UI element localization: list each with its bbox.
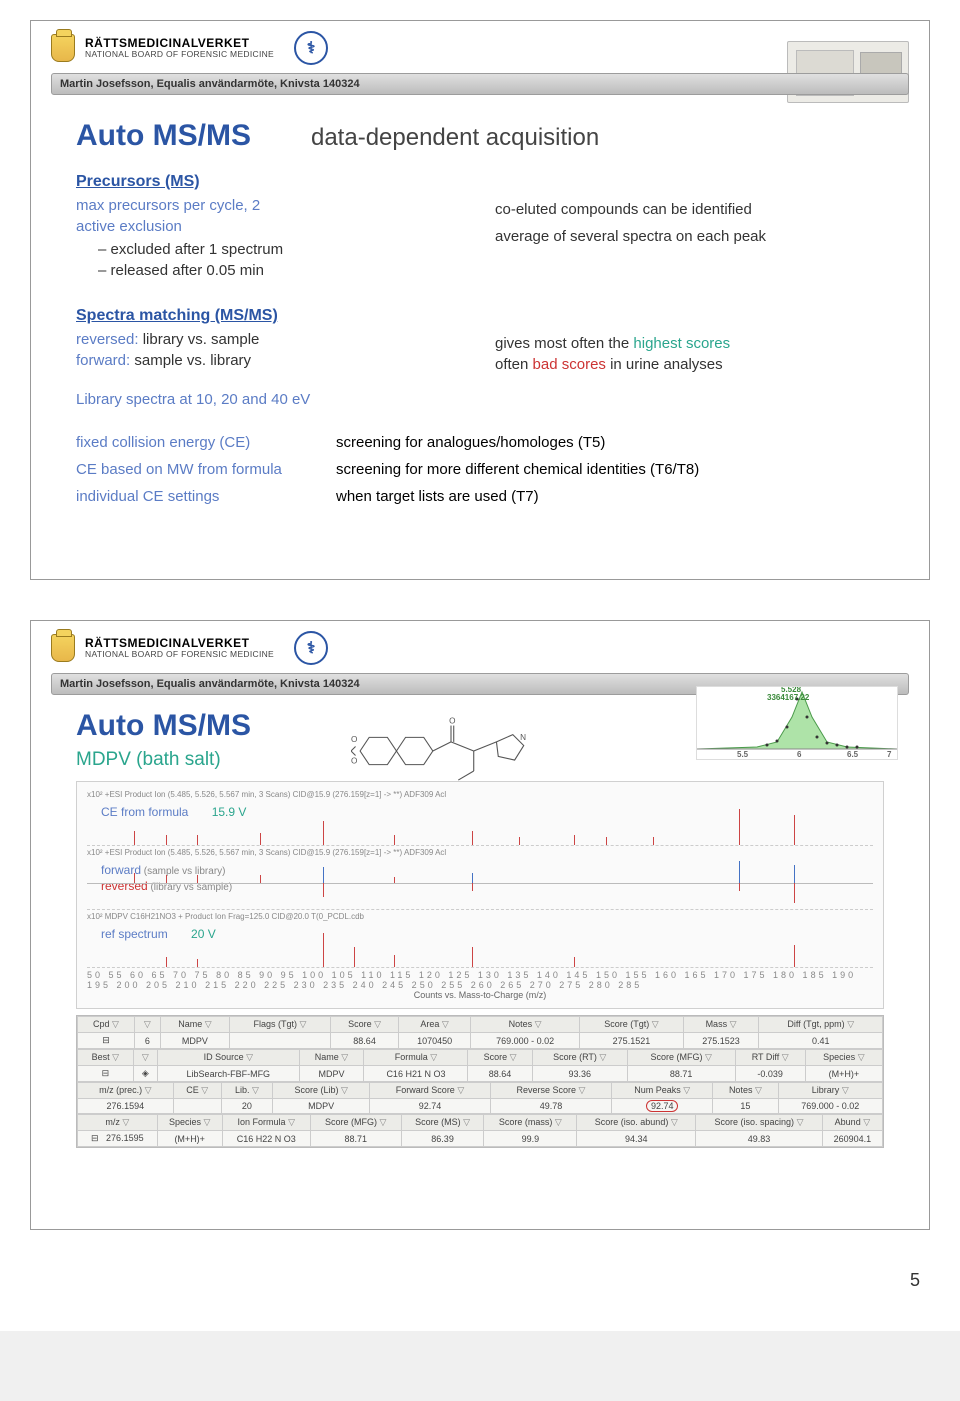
table-header-row: m/z (prec.)CELib.Score (Lib)Forward Scor… <box>78 1083 883 1099</box>
ce-r2: screening for more different chemical id… <box>336 461 884 478</box>
slide-header: RÄTTSMEDICINALVERKET NATIONAL BOARD OF F… <box>51 31 909 69</box>
spectra-block: x10² +ESI Product Ion (5.485, 5.526, 5.5… <box>76 781 884 1009</box>
spectra-r2b: bad scores <box>533 356 606 373</box>
spectra-r2a: often <box>495 356 533 373</box>
crest-icon <box>51 634 75 662</box>
spec-panel-ref: ref spectrum 20 V <box>87 921 873 968</box>
inset-chromatogram: 5.5 6 6.5 7 5.528 3364167.22 <box>696 686 898 760</box>
precursors-l1: max precursors per cycle, 2 <box>76 195 465 216</box>
ce-r3: when target lists are used (T7) <box>336 488 884 505</box>
table-row: 276.159420MDPV92.7449.7892.7415769.000 -… <box>78 1099 883 1114</box>
inset-label2: 3364167.22 <box>767 693 809 702</box>
xaxis-ticks: 50 55 60 65 70 75 80 85 90 95 100 105 11… <box>87 970 873 990</box>
seal-icon: ⚕ <box>294 631 328 665</box>
slide1-title: Auto MS/MS <box>76 119 251 153</box>
spectra-l1a: reversed: <box>76 331 143 348</box>
spectra-heading: Spectra matching (MS/MS) <box>76 307 465 325</box>
svg-text:7: 7 <box>887 750 892 759</box>
precursors-heading: Precursors (MS) <box>76 173 465 191</box>
attribution-bar: Martin Josefsson, Equalis användarmöte, … <box>51 73 909 95</box>
precursors-l2: active exclusion <box>76 216 465 237</box>
spectra-r1b: highest scores <box>633 335 730 352</box>
svg-text:5.5: 5.5 <box>737 750 749 759</box>
panel2-fwd-b: (sample vs library) <box>141 866 225 877</box>
org-name-sv-2: RÄTTSMEDICINALVERKET <box>85 637 274 650</box>
org-name-en: NATIONAL BOARD OF FORENSIC MEDICINE <box>85 50 274 59</box>
seal-icon: ⚕ <box>294 31 328 65</box>
svg-text:N: N <box>520 733 526 742</box>
attribution-bar-2: Martin Josefsson, Equalis användarmöte, … <box>51 673 909 695</box>
table-header-row: m/zSpeciesIon FormulaScore (MFG)Score (M… <box>78 1115 883 1131</box>
svg-text:6.5: 6.5 <box>847 750 859 759</box>
ce-l1: fixed collision energy (CE) <box>76 434 336 451</box>
svg-text:O: O <box>351 735 357 744</box>
result-tables: CpdNameFlags (Tgt)ScoreAreaNotesScore (T… <box>76 1015 884 1148</box>
panel1-volt: 15.9 V <box>212 805 247 819</box>
org-name-sv: RÄTTSMEDICINALVERKET <box>85 37 274 50</box>
attribution-text: Martin Josefsson, Equalis användarmöte, … <box>60 678 360 690</box>
org-text: RÄTTSMEDICINALVERKET NATIONAL BOARD OF F… <box>85 637 274 659</box>
slide-2: RÄTTSMEDICINALVERKET NATIONAL BOARD OF F… <box>30 620 930 1230</box>
spectra-l2b: sample vs. library <box>134 352 251 369</box>
panel1-label: CE from formula <box>101 805 188 819</box>
slide-1: RÄTTSMEDICINALVERKET NATIONAL BOARD OF F… <box>30 20 930 580</box>
precursors-b1: excluded after 1 spectrum <box>98 239 465 260</box>
org-text: RÄTTSMEDICINALVERKET NATIONAL BOARD OF F… <box>85 37 274 59</box>
svg-text:O: O <box>449 717 455 726</box>
org-name-en-2: NATIONAL BOARD OF FORENSIC MEDICINE <box>85 650 274 659</box>
table-header-row: BestID SourceNameFormulaScoreScore (RT)S… <box>78 1050 883 1066</box>
panel2-rev: reversed <box>101 879 148 893</box>
svg-text:O: O <box>351 757 357 766</box>
panel3-volt: 20 V <box>191 927 216 941</box>
ce-l3: individual CE settings <box>76 488 336 505</box>
table-row: ⊟ 276.1595(M+H)+C16 H22 N O388.7186.3999… <box>78 1131 883 1147</box>
slide1-subtitle: data-dependent acquisition <box>311 124 599 152</box>
spectra-l2a: forward: <box>76 352 134 369</box>
panel3-label: ref spectrum <box>101 927 168 941</box>
svg-text:6: 6 <box>797 750 802 759</box>
slide-header-2: RÄTTSMEDICINALVERKET NATIONAL BOARD OF F… <box>51 631 909 669</box>
ce-r1: screening for analogues/homologes (T5) <box>336 434 884 451</box>
spectra-l1b: library vs. sample <box>143 331 260 348</box>
spectra-r1a: gives most often the <box>495 335 633 352</box>
spectra-r2c: in urine analyses <box>606 356 723 373</box>
ce-l2: CE based on MW from formula <box>76 461 336 478</box>
molecule-structure: O N O O <box>351 711 551 791</box>
spectra-note: Library spectra at 10, 20 and 40 eV <box>76 389 884 410</box>
spec-panel-mirror: forward (sample vs library) reversed (li… <box>87 857 873 910</box>
reverse-score-circled: 92.74 <box>646 1100 679 1112</box>
precursors-r2: average of several spectra on each peak <box>495 226 884 247</box>
xaxis-label: Counts vs. Mass-to-Charge (m/z) <box>87 990 873 1000</box>
precursors-b2: released after 0.05 min <box>98 260 465 281</box>
precursors-r1: co-eluted compounds can be identified <box>495 199 884 220</box>
crest-icon <box>51 34 75 62</box>
spec-panel-ce: CE from formula 15.9 V <box>87 799 873 846</box>
page-number: 5 <box>30 1270 930 1291</box>
table-row: ⊟6MDPV88.641070450769.000 - 0.02275.1521… <box>78 1033 883 1049</box>
table-row: ⊟◈LibSearch-FBF-MFGMDPVC16 H21 N O388.64… <box>78 1066 883 1082</box>
table-header-row: CpdNameFlags (Tgt)ScoreAreaNotesScore (T… <box>78 1017 883 1033</box>
